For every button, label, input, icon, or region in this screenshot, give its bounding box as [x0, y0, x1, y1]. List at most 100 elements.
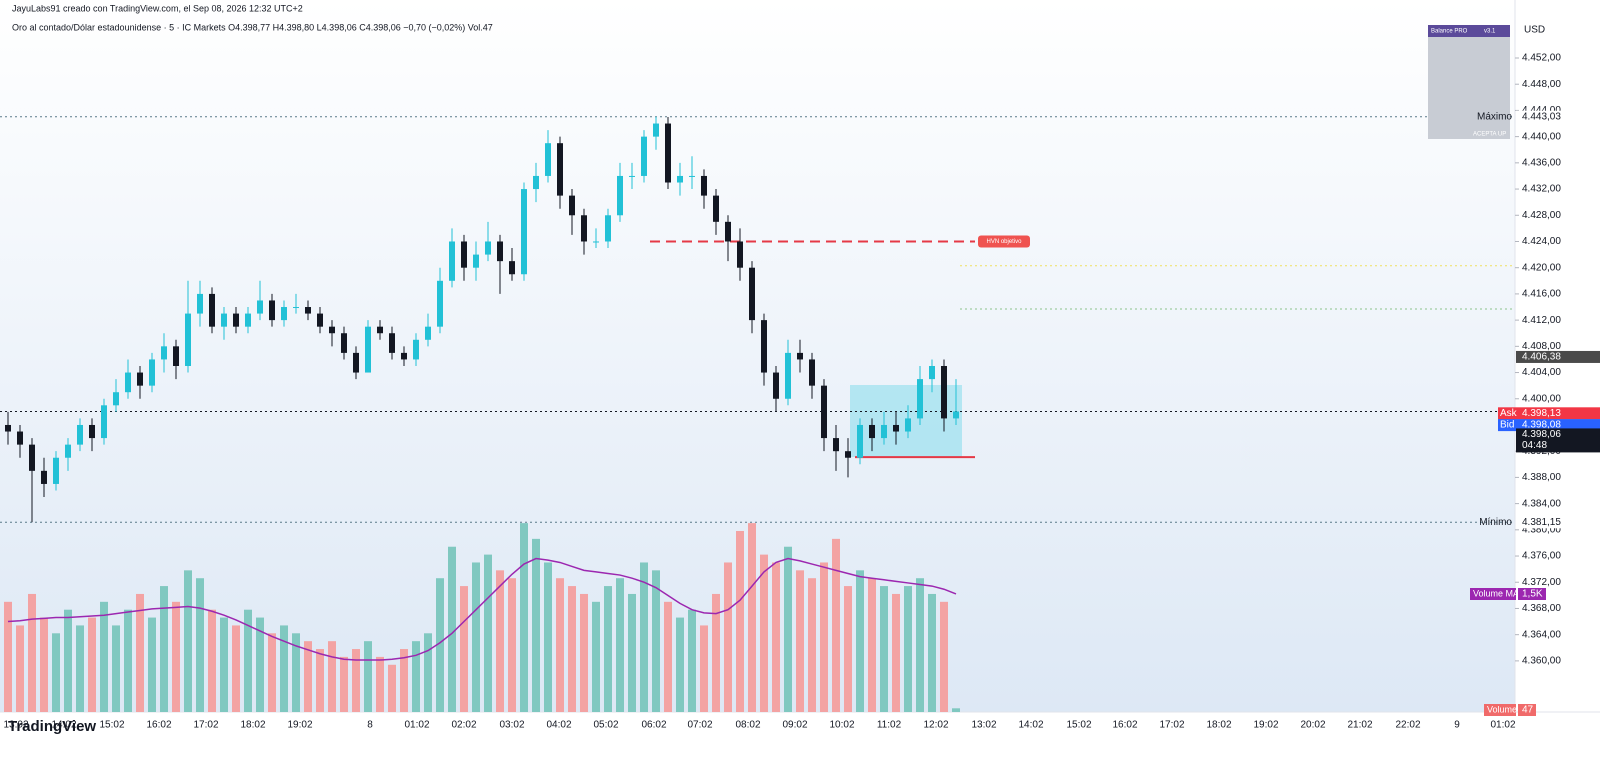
candle-body	[665, 123, 671, 183]
candle-body	[41, 470, 47, 484]
legend: Oro al contado/Dólar estadounidense · 5 …	[12, 22, 493, 32]
candle-body	[233, 313, 239, 327]
volume-bar	[748, 523, 756, 712]
candle-body	[65, 444, 71, 458]
candle-body	[797, 352, 803, 360]
candle-body	[425, 326, 431, 340]
volume-bar	[676, 617, 684, 712]
volume-bar	[628, 593, 636, 712]
volume-bar	[520, 523, 528, 712]
panel-version: v3.1	[1484, 29, 1496, 35]
candle-body	[269, 300, 275, 321]
volume-bar	[352, 649, 360, 712]
volume-tag	[1484, 704, 1516, 716]
candle-body	[773, 372, 779, 399]
x-tick-label: 05:02	[593, 720, 618, 731]
volume-bar	[916, 578, 924, 712]
x-tick-label: 17:02	[193, 720, 218, 731]
candle-body	[617, 175, 623, 216]
volume-bar	[496, 570, 504, 712]
x-tick-label: 12:02	[923, 720, 948, 731]
volume-name: Volume	[1487, 704, 1517, 714]
volume-bar	[556, 578, 564, 712]
volume-bar	[904, 586, 912, 712]
candle-body	[353, 352, 359, 373]
volume-bar	[892, 593, 900, 712]
volume-bar	[400, 649, 408, 712]
y-tick-label: 4.416,00	[1522, 289, 1561, 300]
x-tick-label: 14:02	[1018, 720, 1043, 731]
candle-body	[401, 352, 407, 360]
candle-body	[521, 189, 527, 275]
candle-body	[749, 267, 755, 321]
price-tag-label: 4.381,15	[1522, 517, 1561, 528]
candle-body	[917, 379, 923, 419]
volume-bar	[652, 570, 660, 712]
volume-bar	[304, 641, 312, 712]
volume-bar	[280, 625, 288, 712]
y-tick-label: 4.368,00	[1522, 603, 1561, 614]
candle-body	[245, 313, 251, 327]
y-tick-label: 4.376,00	[1522, 551, 1561, 562]
volume-bar	[148, 617, 156, 712]
price-tag	[1516, 428, 1600, 453]
candle-body	[509, 261, 515, 275]
volume-bar	[928, 593, 936, 712]
volume-bar	[856, 570, 864, 712]
candle-body	[305, 307, 311, 314]
volume-bar	[484, 554, 492, 712]
volume-bar	[532, 538, 540, 712]
volume-bar	[424, 633, 432, 712]
candle-body	[173, 346, 179, 366]
candle-body	[461, 241, 467, 268]
candle-body	[497, 241, 503, 262]
candle-body	[905, 418, 911, 432]
volume-bar	[760, 554, 768, 712]
tag-name: Mínimo	[1479, 517, 1512, 528]
volume-bar	[808, 578, 816, 712]
candle-body	[941, 365, 947, 419]
x-tick-label: 18:02	[1206, 720, 1231, 731]
volume-bar	[508, 578, 516, 712]
volume-bar	[544, 562, 552, 712]
candle-body	[437, 280, 443, 327]
volume-bar	[328, 641, 336, 712]
volume-bar	[736, 530, 744, 712]
volume-bar	[448, 546, 456, 712]
candle-body	[5, 424, 11, 432]
volume-bar	[4, 601, 12, 712]
volume-bar	[316, 649, 324, 712]
candle-body	[89, 424, 95, 439]
volume-bar	[64, 609, 72, 712]
hvn-tag	[978, 235, 1030, 248]
candle-body	[845, 451, 851, 458]
volume-bar	[604, 586, 612, 712]
x-tick-label: 15:02	[1066, 720, 1091, 731]
price-tag	[1516, 407, 1600, 420]
volume-bar	[712, 593, 720, 712]
candle-body	[821, 385, 827, 439]
volume-bar	[52, 633, 60, 712]
tag-name-bg	[1498, 407, 1516, 420]
x-tick-label: 15:02	[99, 720, 124, 731]
volume-bar	[616, 578, 624, 712]
candle-body	[809, 359, 815, 386]
y-tick-label: 4.384,00	[1522, 498, 1561, 509]
y-tick-label: 4.452,00	[1522, 53, 1561, 64]
volume-bar	[460, 586, 468, 712]
candle-body	[857, 424, 863, 458]
x-tick-label: 19:02	[1253, 720, 1278, 731]
x-tick-label: 11:02	[877, 720, 902, 731]
candle-body	[473, 254, 479, 268]
y-tick-label: 4.408,00	[1522, 341, 1561, 352]
price-tag-label: 4.398,13	[1522, 408, 1561, 419]
candle-body	[581, 215, 587, 242]
candle-body	[929, 365, 935, 380]
tag-name: Bid	[1500, 420, 1514, 431]
candle-body	[881, 424, 887, 439]
y-tick-label: 4.412,00	[1522, 315, 1561, 326]
candle-body	[761, 320, 767, 373]
volume-bar	[724, 562, 732, 712]
y-tick-label: 4.388,00	[1522, 472, 1561, 483]
